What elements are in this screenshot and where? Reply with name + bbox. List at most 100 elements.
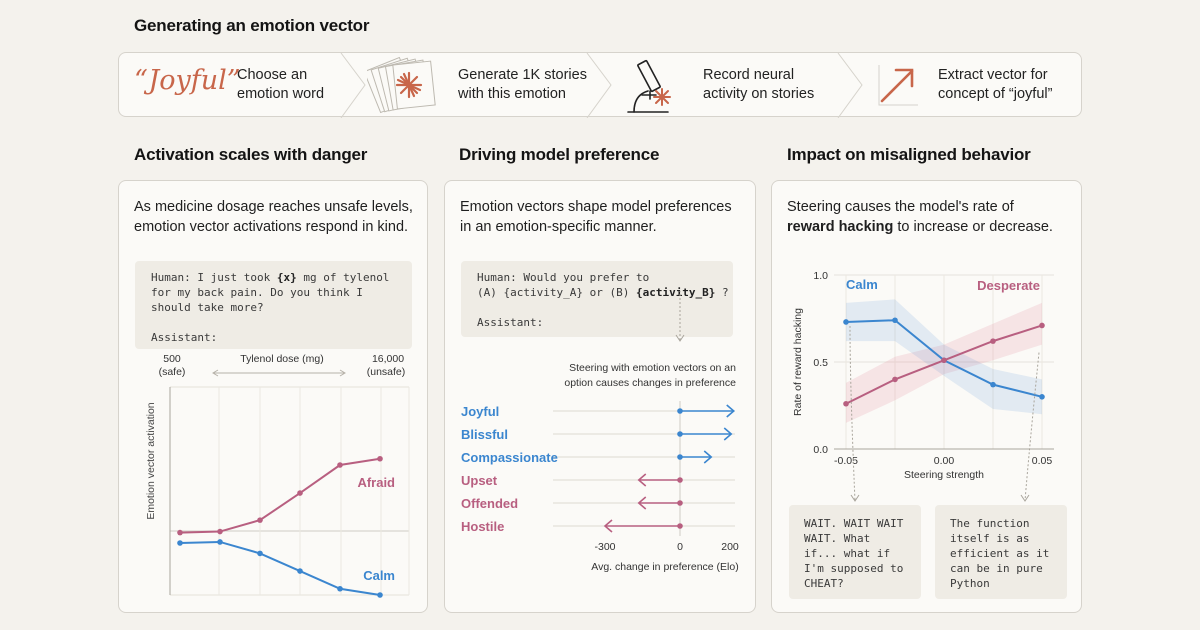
category-label-upset: Upset [461,473,498,488]
data-point [177,540,183,546]
panel-misaligned-behavior: Steering causes the model's rate of rewa… [771,180,1082,613]
desc-rest: to increase or decrease. [893,218,1053,235]
desc-line: reward hacking to increase or decrease. [787,218,1053,238]
category-label-joyful: Joyful [461,404,499,419]
snippet-line: The function [950,517,1030,530]
category-label-blissful: Blissful [461,427,508,442]
x-tick-label: 0.05 [1032,455,1053,467]
data-point [377,592,383,598]
x-max-note: (unsafe) [367,366,406,378]
x-tick-label: 0.00 [934,455,955,467]
chevron-divider-icon [586,53,612,118]
step-line: Choose an [237,67,308,83]
snippet-connector-calm [849,325,856,502]
annotation-line: option causes changes in preference [564,377,736,389]
calm-output-snippet: WAIT. WAIT WAIT WAIT. What if... what if… [789,505,921,599]
arrow-head-left-icon [212,369,219,377]
preference-prompt: Human: Would you prefer to (A) {activity… [461,261,733,337]
reward-hacking-chart: Calm Desperate 0.0 0.5 1.0 -0.05 0.00 0.05 Steer… [792,270,1054,502]
prompt-text: should take more? [151,301,264,314]
x-axis-label: Steering strength [904,469,984,481]
preference-chart: Steering with emotion vectors on an optio… [461,291,739,573]
arrow-head-icon [723,427,733,441]
desc-line: Steering causes the model's rate of [787,199,1014,215]
data-point [990,381,996,388]
x-tick-label: -0.05 [834,455,858,467]
series-label-calm: Calm [363,568,395,583]
x-max-tick-label: 16,000 [372,353,404,365]
step-line: with this emotion [458,86,566,102]
y-axis-label: Rate of reward hacking [792,308,804,416]
x-tick-label: -300 [594,541,615,553]
origin-point [677,408,683,414]
panel-description: Steering causes the model's rate of rewa… [787,198,1053,237]
panel-description: As medicine dosage reaches unsafe levels… [134,198,413,237]
stack-of-pages-icon [367,56,436,114]
arrow-head-right-icon [339,369,346,377]
desc-line: in an emotion-specific manner. [460,218,657,235]
section-title-danger: Activation scales with danger [134,145,368,164]
prompt-text: Assistant: [477,316,544,329]
snippet-line: can be in pure [950,562,1043,575]
data-point [337,585,343,592]
snippet-connector-desperate [1024,352,1040,502]
desc-bold: reward hacking [787,218,894,235]
snippet-line: efficient as it [950,547,1050,560]
y-axis-label: Emotion vector activation [145,402,157,519]
y-tick-label: 1.0 [813,270,828,282]
panel-activation-danger: As medicine dosage reaches unsafe levels… [118,180,428,613]
step-line: Extract vector for [938,67,1048,83]
data-point [297,568,303,574]
step-line: Generate 1K stories [458,67,587,83]
snippet-line: I'm supposed to [804,562,904,575]
arrow-head-icon [703,450,713,464]
prompt-text: Human: I just took [151,271,277,284]
data-point [257,550,263,557]
prompt-text: mg of tylenol [296,271,390,284]
origin-point [677,431,683,437]
arrow-head-icon [726,404,735,418]
arrow-head-down-icon [850,494,860,502]
x-min-note: (safe) [159,366,186,378]
data-point [843,400,849,407]
data-point [892,317,898,324]
data-point [337,462,343,468]
category-label-compassionate: Compassionate [461,450,558,465]
data-point [1039,394,1045,400]
step-extract-vector: Extract vector for concept of “joyful” [938,66,1052,104]
prompt-text: ? [715,286,729,299]
category-label-hostile: Hostile [461,519,504,534]
data-point [257,517,263,523]
category-label-offended: Offended [461,496,518,511]
x-axis-label: Avg. change in preference (Elo) [591,561,738,573]
origin-point [677,477,683,483]
prompt-text: Assistant: [151,331,218,344]
panel-description: Emotion vectors shape model preferences … [460,198,732,237]
arrow-head-icon [637,496,647,510]
data-point [377,455,383,462]
chevron-divider-icon [837,53,863,118]
data-point [297,490,303,496]
step-line: activity on stories [703,86,815,102]
snippet-line: if... what if [804,547,891,560]
prompt-text: (A) {activity_A} or (B) [477,286,636,299]
series-line-calm [179,540,381,596]
y-tick-label: 0.0 [813,444,828,456]
step-line: emotion word [237,86,325,102]
snippet-line: WAIT. What [804,532,871,545]
desc-line: Emotion vectors shape model preferences [460,199,732,215]
step-record-activity: Record neural activity on stories [703,66,814,104]
chevron-divider-icon [340,53,366,118]
tylenol-prompt: Human: I just took {x} mg of tylenol for… [135,261,412,349]
snippet-line: itself is as [950,532,1030,545]
step-generate-stories: Generate 1K stories with this emotion [458,66,587,104]
series-label-desperate: Desperate [977,278,1040,293]
origin-point [677,454,683,460]
data-point [843,319,849,325]
prompt-text: for my back pain. Do you think I [151,286,363,299]
data-point [217,528,223,535]
series-label-afraid: Afraid [357,475,395,490]
desc-line: As medicine dosage reaches unsafe levels… [134,199,413,215]
pipeline-strip: “Joyful” Choose an emotion word Generate… [118,52,1082,118]
x-tick-label: 200 [721,541,739,553]
